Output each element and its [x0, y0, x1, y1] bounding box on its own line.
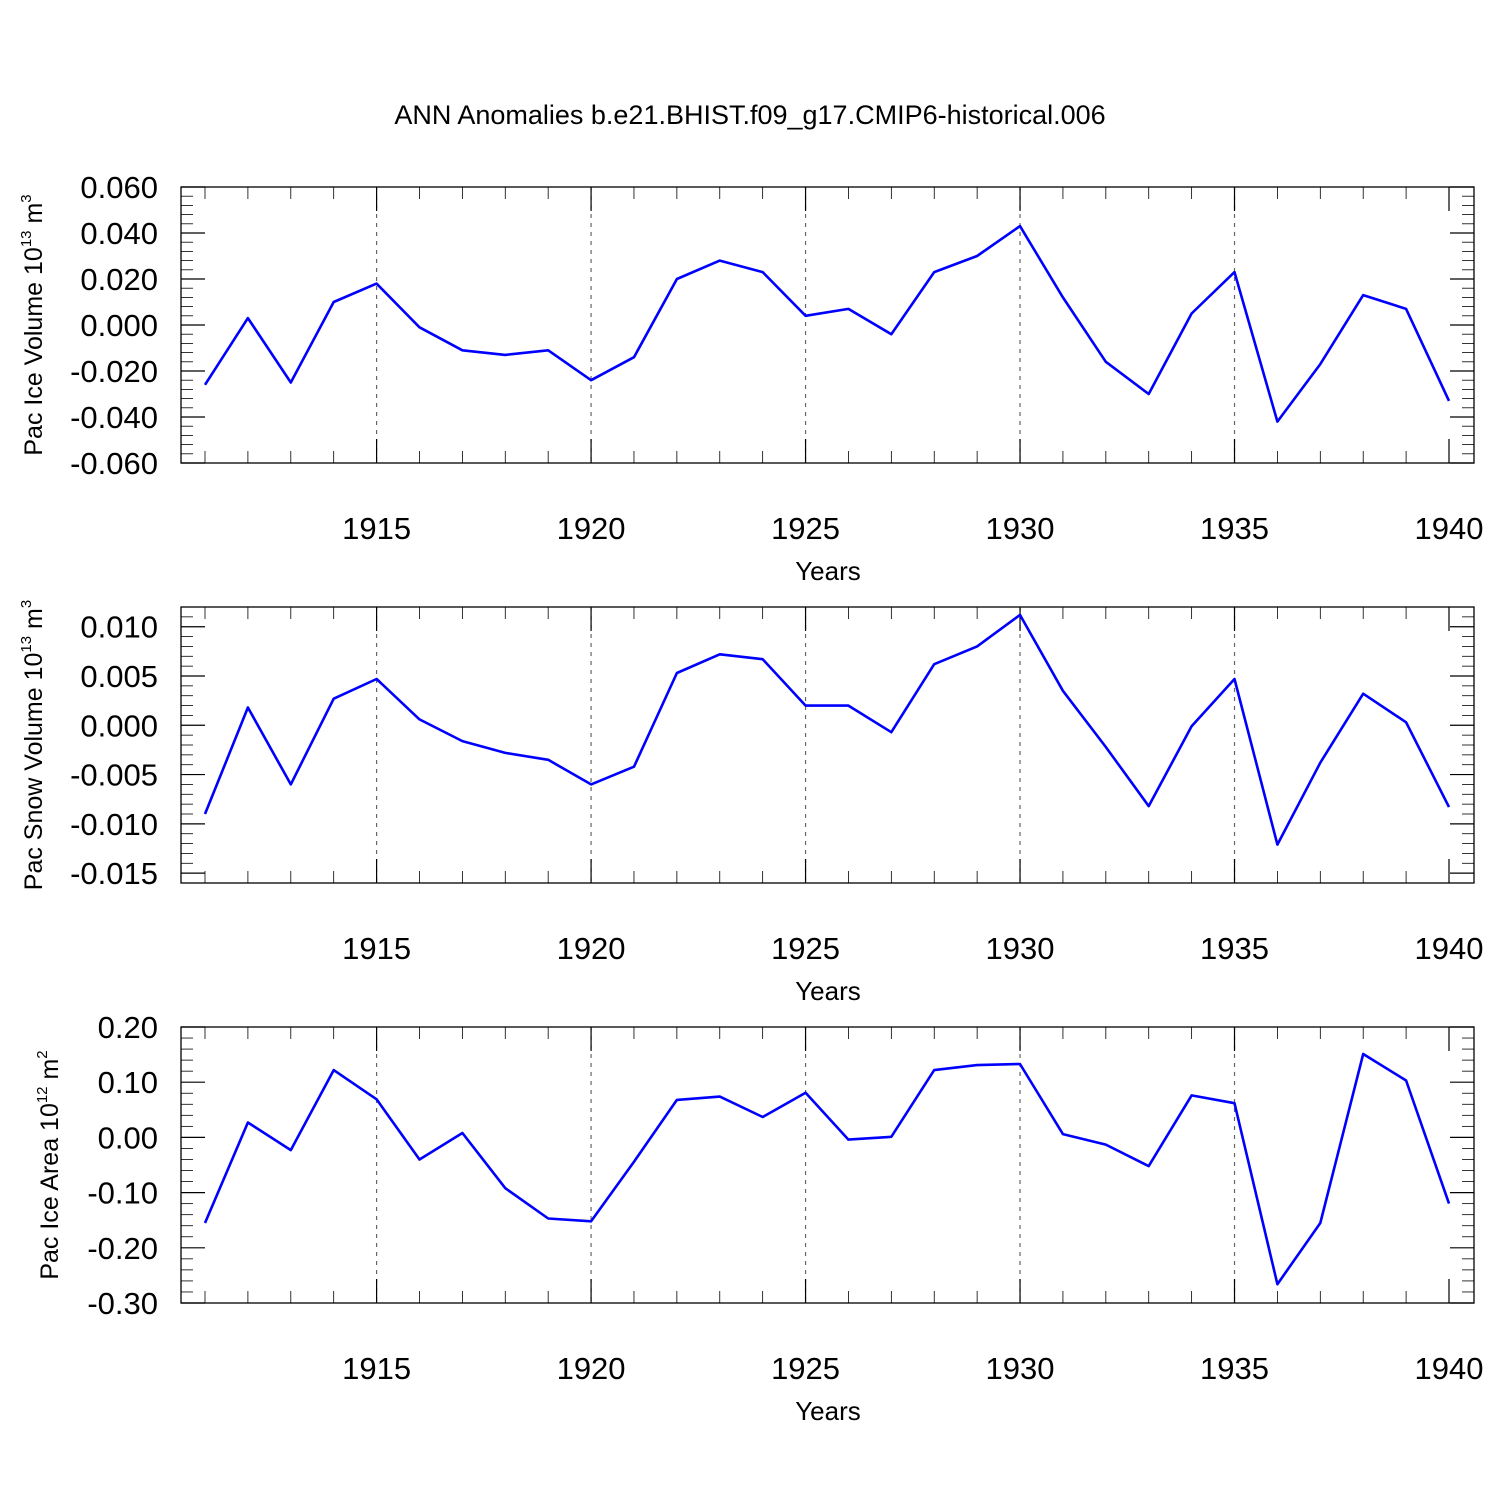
- y-tick-label: 0.000: [80, 308, 158, 343]
- x-tick-label-1940: 1940: [1415, 511, 1484, 546]
- y-tick-label: 0.000: [80, 708, 158, 743]
- x-tick-label-1930: 1930: [986, 931, 1055, 966]
- y-tick-label: -0.015: [70, 856, 158, 891]
- y-axis-label-unit: m: [36, 1059, 64, 1087]
- y-tick-label: -0.005: [70, 758, 158, 793]
- x-tick-label-1915: 1915: [342, 931, 411, 966]
- series-line: [203, 224, 1451, 423]
- x-axis-label: Years: [795, 556, 861, 586]
- panel-2: 1915 1920 1925 1930 1935 1940 Years -0.015 -0.01…: [18, 600, 1483, 1006]
- y-axis-label-main: Pac Snow Volume 10: [20, 653, 48, 891]
- y-tick-label: 0.010: [80, 610, 158, 645]
- y-axis-label-unit-exp: 2: [34, 1050, 51, 1058]
- y-axis-label-unit: m: [20, 608, 48, 636]
- series-line: [203, 613, 1451, 846]
- y-axis-label-exp: 12: [34, 1086, 51, 1103]
- y-axis-label-exp: 13: [18, 636, 35, 653]
- x-axis-label: Years: [795, 1396, 861, 1426]
- y-tick-label: 0.10: [98, 1065, 158, 1100]
- y-tick-label: 0.060: [80, 170, 158, 205]
- x-tick-label-1925: 1925: [771, 511, 840, 546]
- x-tick-label-1920: 1920: [557, 511, 626, 546]
- y-axis-label-main: Pac Ice Volume 10: [20, 247, 48, 455]
- x-tick-label-1930: 1930: [986, 1351, 1055, 1386]
- plot-frame: [180, 1026, 1475, 1304]
- x-axis-label: Years: [795, 976, 861, 1006]
- y-axis-label-unit: m: [20, 203, 48, 231]
- x-tick-label-1935: 1935: [1200, 511, 1269, 546]
- x-tick-label-1940: 1940: [1415, 931, 1484, 966]
- y-axis-label: Pac Ice Area 1012 m2: [34, 1050, 64, 1279]
- x-tick-label-1940: 1940: [1415, 1351, 1484, 1386]
- panel-3: 1915 1920 1925 1930 1935 1940 Years -0.30 -0.20 -…: [34, 1010, 1483, 1426]
- y-axis-label-unit-exp: 3: [18, 600, 35, 608]
- y-axis-label: Pac Ice Volume 1013 m3: [18, 194, 48, 455]
- y-tick-label: 0.020: [80, 262, 158, 297]
- y-tick-label: -0.040: [70, 400, 158, 435]
- series-line: [203, 1052, 1451, 1286]
- y-tick-label: 0.00: [98, 1120, 158, 1155]
- x-tick-label-1935: 1935: [1200, 931, 1269, 966]
- x-tick-label-1935: 1935: [1200, 1351, 1269, 1386]
- y-tick-label: -0.30: [87, 1286, 158, 1321]
- x-tick-label-1915: 1915: [342, 511, 411, 546]
- y-tick-label: -0.060: [70, 446, 158, 481]
- panel-1: 1915 1920 1925 1930 1935 1940 Years -0.060 -0.04…: [18, 170, 1483, 586]
- y-tick-label: -0.20: [87, 1231, 158, 1266]
- x-tick-label-1915: 1915: [342, 1351, 411, 1386]
- y-tick-label: -0.020: [70, 354, 158, 389]
- x-tick-label-1925: 1925: [771, 1351, 840, 1386]
- y-tick-label: 0.20: [98, 1010, 158, 1045]
- x-tick-label-1920: 1920: [557, 1351, 626, 1386]
- x-tick-label-1920: 1920: [557, 931, 626, 966]
- y-tick-label: -0.010: [70, 807, 158, 842]
- y-axis-label-unit-exp: 3: [18, 194, 35, 202]
- y-tick-label: 0.005: [80, 659, 158, 694]
- y-axis-label: Pac Snow Volume 1013 m3: [18, 600, 48, 890]
- x-tick-label-1925: 1925: [771, 931, 840, 966]
- chart-panels: 1915 1920 1925 1930 1935 1940 Years -0.060 -0.04…: [18, 170, 1483, 1426]
- y-axis-label-main: Pac Ice Area 10: [36, 1103, 64, 1280]
- y-tick-label: -0.10: [87, 1176, 158, 1211]
- chart-title: ANN Anomalies b.e21.BHIST.f09_g17.CMIP6-…: [394, 100, 1105, 130]
- plot-frame: [180, 186, 1475, 464]
- y-tick-label: 0.040: [80, 216, 158, 251]
- x-tick-label-1930: 1930: [986, 511, 1055, 546]
- y-axis-label-exp: 13: [18, 230, 35, 247]
